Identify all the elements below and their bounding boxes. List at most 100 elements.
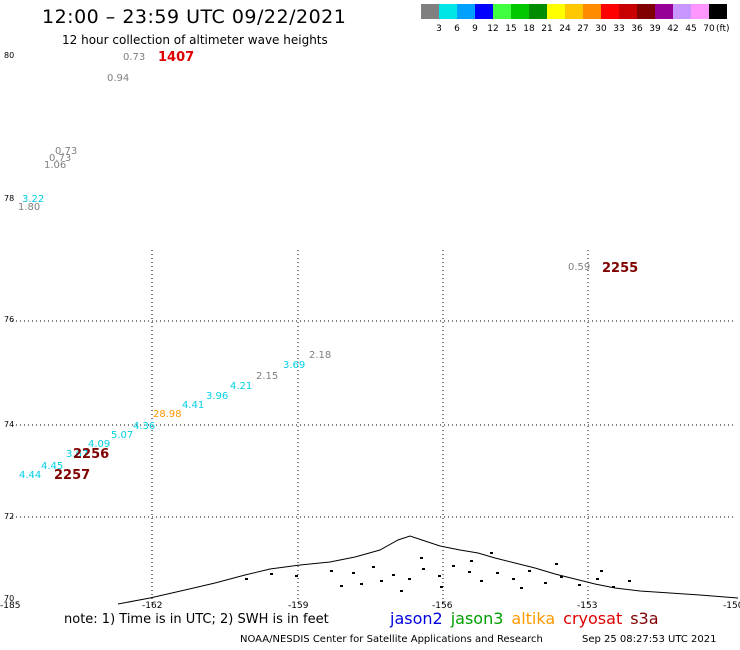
island [438,575,441,577]
wave-height-value: 5.07 [111,430,134,441]
scale-swatch [709,4,727,19]
scale-swatch [493,4,511,19]
pass-time: 1407 [158,50,195,65]
scale-label: 6 [454,24,460,34]
island [528,570,531,572]
scale-swatch [457,4,475,19]
longitude-label: -162 [142,601,163,611]
scale-unit: (ft) [716,24,730,34]
longitude-label: -185 [0,601,21,611]
legend-entry: s3a [630,609,659,628]
scale-swatch [691,4,709,19]
legend-entry: jason3 [450,609,504,628]
wave-height-value: 4.21 [230,381,253,392]
island [468,571,471,573]
island [392,574,395,576]
island [628,580,631,582]
wave-height-value: 3.96 [206,391,229,402]
island [330,570,333,572]
island [340,585,343,587]
island [555,563,558,565]
island [245,578,248,580]
scale-label: 21 [541,24,553,34]
island [544,582,547,584]
scale-swatch [637,4,655,19]
wave-height-value: 3.67 [66,449,89,460]
island [295,575,298,577]
latitude-label: 70 [4,594,15,603]
pass-time: 2255 [602,261,639,276]
wave-height-value: 0.94 [107,73,130,84]
longitude-label: -159 [288,601,309,611]
scale-swatch [475,4,493,19]
latitude-label: 78 [4,194,15,203]
island [490,552,493,554]
scale-label: 12 [487,24,499,34]
wave-height-value: 4.45 [41,461,64,472]
island [596,578,599,580]
legend-entry: cryosat [563,609,623,628]
satellite-legend: jason2 jason3 altika cryosat s3a [390,609,667,628]
island [440,586,443,588]
legend-entry: jason2 [390,609,443,628]
longitude-label: -156 [432,601,453,611]
legend-entry: altika [511,609,556,628]
island [480,580,483,582]
wave-height-value: 4.41 [182,400,205,411]
scale-label: 27 [577,24,589,34]
scale-label: 24 [559,24,571,34]
latitude-label: 72 [4,512,15,521]
scale-swatch [529,4,547,19]
wave-height-value: 2.15 [256,371,279,382]
scale-label: 70 [703,24,715,34]
wave-height-value: 0.73 [55,146,78,157]
map-title: 12:00 – 23:59 UTC 09/22/2021 [42,6,347,28]
island [408,578,411,580]
map-subtitle: 12 hour collection of altimeter wave hei… [62,33,328,47]
wave-height-value: 2.18 [309,350,332,361]
footer-timestamp: Sep 25 08:27:53 UTC 2021 [582,634,717,645]
island [512,578,515,580]
scale-label: 9 [472,24,478,34]
scale-label: 42 [667,24,679,34]
island [560,576,563,578]
pass-time: 2257 [54,468,91,483]
island [420,557,423,559]
wave-height-value: 4.09 [88,439,111,450]
scale-label: 3 [436,24,442,34]
graticule-grid [12,250,736,604]
units-note: note: 1) Time is in UTC; 2) SWH is in fe… [64,612,329,627]
scale-label: 15 [505,24,517,34]
scale-swatch [511,4,529,19]
island [496,572,499,574]
island [612,586,615,588]
scale-swatch [673,4,691,19]
scale-label: 18 [523,24,535,34]
scale-label: 45 [685,24,697,34]
island [452,565,455,567]
scale-swatch [547,4,565,19]
wave-height-value: 1.06 [44,160,67,171]
wave-height-value: 3.22 [22,194,45,205]
footer-credit: NOAA/NESDIS Center for Satellite Applica… [240,634,543,645]
scale-label: 36 [631,24,643,34]
scale-label: 30 [595,24,607,34]
longitude-label: -150 [723,601,740,611]
scale-swatch [421,4,439,19]
scale-swatch [619,4,637,19]
wave-height-value: 4.44 [19,470,42,481]
island [400,590,403,592]
wave-height-value: 0.73 [123,52,146,63]
scale-label: 33 [613,24,625,34]
wave-height-value: 28.98 [153,409,182,420]
wave-height-value: 3.69 [283,360,306,371]
wave-height-value: 0.73 [49,153,72,164]
island [422,568,425,570]
island [380,580,383,582]
island [600,570,603,572]
island [372,566,375,568]
latitude-label: 80 [4,51,15,60]
coastline [117,535,739,605]
scale-swatch [565,4,583,19]
